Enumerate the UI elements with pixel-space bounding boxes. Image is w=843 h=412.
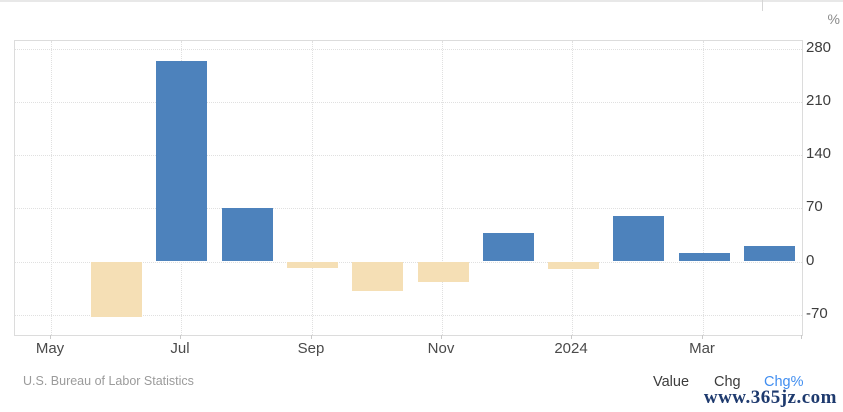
chart-bar[interactable] (352, 261, 404, 292)
chart-bar[interactable] (613, 216, 665, 262)
y-gridline (15, 261, 802, 263)
x-axis-end-tick-mark (801, 335, 802, 339)
chart-bar[interactable] (286, 261, 338, 268)
y-axis-tick-label: 70 (806, 198, 823, 216)
y-axis-tick-label: -70 (806, 304, 828, 322)
chart-bar[interactable] (156, 60, 208, 262)
chart-bar[interactable] (678, 253, 730, 262)
chart-bar[interactable] (221, 207, 273, 262)
chart-plot-area (14, 40, 803, 336)
x-axis-tick-label: Sep (297, 340, 325, 357)
top-divider-tick (762, 0, 763, 11)
y-gridline (15, 314, 802, 316)
x-axis-tick-label: Jul (170, 340, 190, 357)
chg-percent-toggle[interactable]: Chg% (764, 374, 804, 390)
y-axis-unit-label: % (827, 11, 840, 27)
y-gridline (15, 49, 802, 51)
chart-bar[interactable] (482, 232, 534, 262)
x-gridline (51, 41, 52, 335)
chart-bar[interactable] (417, 261, 469, 282)
x-axis-tick-mark (311, 335, 312, 339)
x-gridline (703, 41, 704, 335)
x-gridline (572, 41, 573, 335)
chg-toggle[interactable]: Chg (714, 374, 741, 390)
y-axis-tick-label: 210 (806, 92, 832, 110)
x-axis-tick-label: May (35, 340, 65, 357)
chart-bar[interactable] (548, 261, 600, 270)
data-source-label: U.S. Bureau of Labor Statistics (23, 374, 194, 388)
chart-bar[interactable] (91, 261, 142, 317)
x-axis-tick-mark (50, 335, 51, 339)
watermark: www.365jz.com (703, 387, 837, 408)
x-axis-tick-label: Nov (427, 340, 455, 357)
y-gridline (15, 102, 802, 104)
y-gridline (15, 155, 802, 157)
x-axis-tick-mark (441, 335, 442, 339)
x-gridline (312, 41, 313, 335)
x-axis-tick-mark (702, 335, 703, 339)
y-axis-tick-label: 280 (806, 39, 832, 57)
x-axis-tick-mark (571, 335, 572, 339)
value-toggle[interactable]: Value (653, 374, 690, 390)
chart-bar[interactable] (744, 246, 795, 262)
y-axis-tick-label: 140 (806, 145, 832, 163)
x-axis-tick-mark (180, 335, 181, 339)
x-gridline (442, 41, 443, 335)
x-axis-tick-label: 2024 (554, 340, 588, 357)
y-gridline (15, 208, 802, 210)
x-axis-tick-label: Mar (689, 340, 715, 357)
y-axis-tick-label: 0 (806, 251, 815, 269)
top-border-rule (0, 0, 843, 2)
